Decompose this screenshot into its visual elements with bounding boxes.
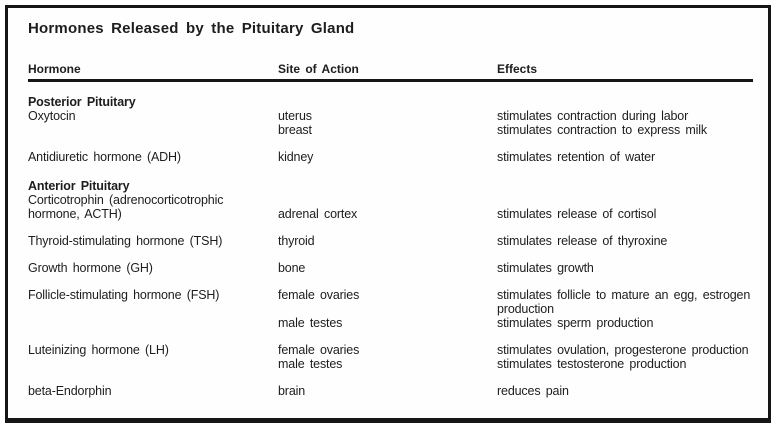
table-row-gh: Growth hormone (GH) bone stimulates grow…	[8, 261, 768, 275]
table-line: male testes stimulates testosterone prod…	[8, 357, 768, 371]
table-frame: Hormones Released by the Pituitary Gland…	[5, 5, 771, 423]
hormone-cell-line1: Corticotrophin (adrenocorticotrophic	[28, 193, 224, 207]
spacer-cell	[278, 95, 497, 109]
section-heading-label: Posterior Pituitary	[28, 95, 136, 109]
table-line: male testes stimulates sperm production	[8, 316, 768, 330]
effect-cell: stimulates retention of water	[497, 150, 655, 164]
hormone-cell: Antidiuretic hormone (ADH)	[28, 150, 181, 164]
section-posterior-pituitary: Posterior Pituitary Oxytocin uterus stim…	[8, 95, 768, 164]
site-cell: male testes	[278, 357, 343, 371]
effect-cell: stimulates testosterone production	[497, 357, 687, 371]
site-cell: male testes	[278, 316, 343, 330]
table-line: Corticotrophin (adrenocorticotrophic	[8, 193, 768, 207]
effect-cell: stimulates contraction during labor	[497, 109, 689, 123]
spacer-cell	[497, 95, 758, 109]
table-row-lh: Luteinizing hormone (LH) female ovaries …	[8, 343, 768, 371]
table-row-fsh: Follicle-stimulating hormone (FSH) femal…	[8, 288, 768, 330]
column-header-row: Hormone Site of Action Effects	[8, 62, 768, 76]
table-line: Follicle-stimulating hormone (FSH) femal…	[8, 288, 768, 316]
table-row-oxytocin: Oxytocin uterus stimulates contraction d…	[8, 109, 768, 137]
spacer-cell	[28, 123, 278, 137]
section-heading-label: Anterior Pituitary	[28, 179, 130, 193]
table-line: beta-Endorphin brain reduces pain	[8, 384, 768, 398]
table-line: Luteinizing hormone (LH) female ovaries …	[8, 343, 768, 357]
header-divider-rule	[28, 79, 753, 82]
table-row-beta-endorphin: beta-Endorphin brain reduces pain	[8, 384, 768, 398]
hormone-cell-line2: hormone, ACTH)	[28, 207, 122, 221]
hormone-cell: Thyroid-stimulating hormone (TSH)	[28, 234, 223, 248]
effect-cell: stimulates release of cortisol	[497, 207, 657, 221]
hormone-cell: Luteinizing hormone (LH)	[28, 343, 169, 357]
effect-cell: stimulates follicle to mature an egg, es…	[497, 288, 751, 316]
table-row-adh: Antidiuretic hormone (ADH) kidney stimul…	[8, 150, 768, 164]
site-cell: brain	[278, 384, 306, 398]
site-cell: kidney	[278, 150, 314, 164]
table-line: Thyroid-stimulating hormone (TSH) thyroi…	[8, 234, 768, 248]
section-anterior-pituitary: Anterior Pituitary Corticotrophin (adren…	[8, 179, 768, 398]
effect-cell: stimulates contraction to express milk	[497, 123, 708, 137]
effect-cell: stimulates sperm production	[497, 316, 654, 330]
section-heading-row: Posterior Pituitary	[8, 95, 768, 109]
site-cell: adrenal cortex	[278, 207, 358, 221]
hormone-cell: Oxytocin	[28, 109, 76, 123]
table-line: hormone, ACTH) adrenal cortex stimulates…	[8, 207, 768, 221]
effect-cell: stimulates growth	[497, 261, 594, 275]
hormone-cell: beta-Endorphin	[28, 384, 112, 398]
table-line: Antidiuretic hormone (ADH) kidney stimul…	[8, 150, 768, 164]
spacer-cell	[278, 193, 497, 207]
table-line: Oxytocin uterus stimulates contraction d…	[8, 109, 768, 123]
section-heading-row: Anterior Pituitary	[8, 179, 768, 193]
hormone-cell: Follicle-stimulating hormone (FSH)	[28, 288, 220, 302]
table-body: Posterior Pituitary Oxytocin uterus stim…	[8, 82, 768, 398]
site-cell: breast	[278, 123, 312, 137]
effect-cell: stimulates ovulation, progesterone produ…	[497, 343, 749, 357]
spacer-cell	[497, 179, 758, 193]
column-header-effects: Effects	[497, 62, 538, 76]
table-row-corticotrophin: Corticotrophin (adrenocorticotrophic hor…	[8, 193, 768, 221]
effect-cell: stimulates release of thyroxine	[497, 234, 668, 248]
table-title: Hormones Released by the Pituitary Gland	[28, 20, 355, 37]
site-cell: female ovaries	[278, 288, 360, 302]
table-row-tsh: Thyroid-stimulating hormone (TSH) thyroi…	[8, 234, 768, 248]
spacer-cell	[28, 316, 278, 330]
spacer-cell	[497, 193, 758, 207]
site-cell: uterus	[278, 109, 312, 123]
site-cell: thyroid	[278, 234, 315, 248]
site-cell: bone	[278, 261, 306, 275]
effect-cell: reduces pain	[497, 384, 569, 398]
spacer-cell	[28, 357, 278, 371]
hormone-cell: Growth hormone (GH)	[28, 261, 153, 275]
table-line: breast stimulates contraction to express…	[8, 123, 768, 137]
column-header-site-of-action: Site of Action	[278, 62, 359, 76]
site-cell: female ovaries	[278, 343, 360, 357]
spacer-cell	[278, 179, 497, 193]
column-header-hormone: Hormone	[28, 62, 81, 76]
table-line: Growth hormone (GH) bone stimulates grow…	[8, 261, 768, 275]
